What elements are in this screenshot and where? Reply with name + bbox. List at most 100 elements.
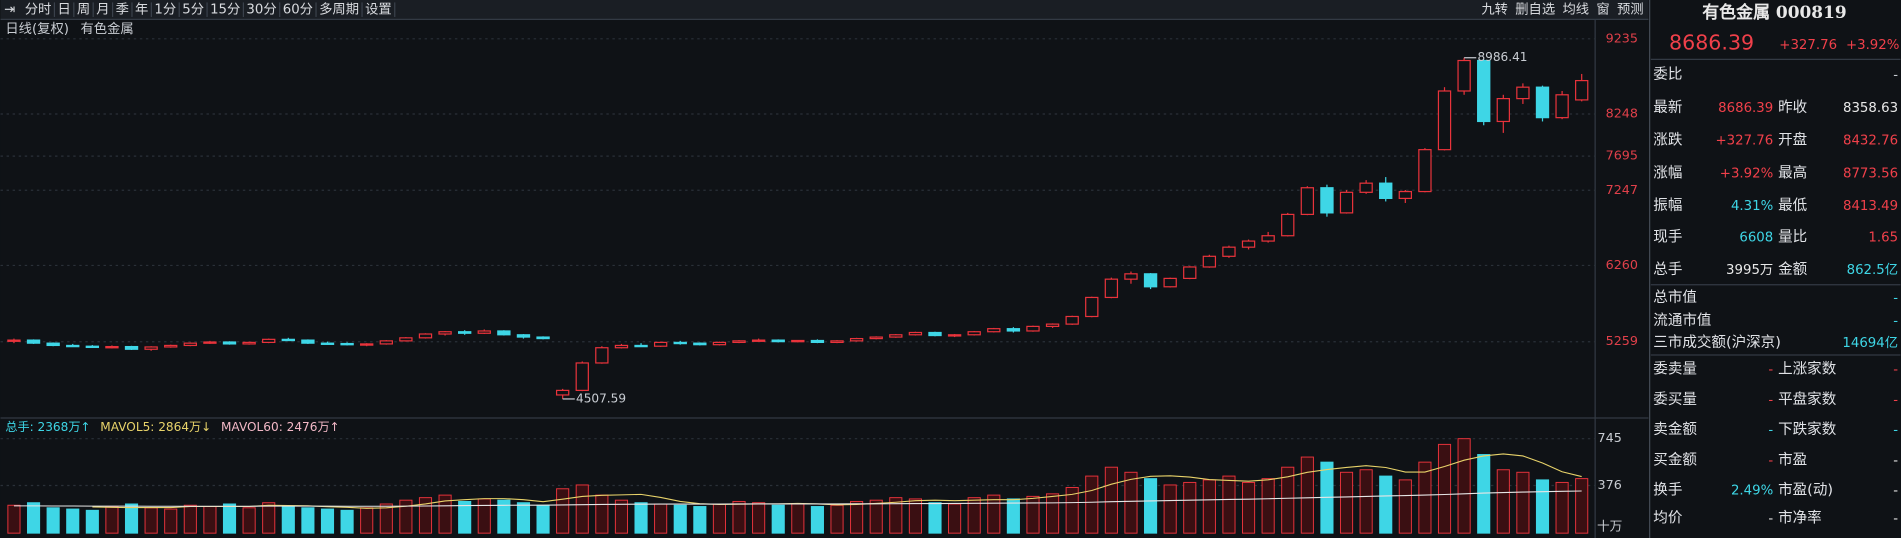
quote-value: - — [1768, 512, 1773, 527]
candle-body — [830, 340, 844, 344]
quote-label: 总手 — [1653, 261, 1682, 278]
y-tick-label: 745 — [1598, 430, 1622, 445]
volume-bar — [438, 494, 452, 534]
volume-bar — [1398, 479, 1412, 534]
quote-label: 下跌家数 — [1778, 421, 1837, 438]
volume-bar — [46, 507, 60, 534]
candle-body — [1143, 273, 1158, 288]
candle-body — [653, 341, 668, 347]
y-tick-label: 6260 — [1606, 257, 1638, 272]
candle-body — [1496, 97, 1510, 123]
candle-body — [1359, 182, 1373, 193]
volume-bar — [595, 494, 609, 534]
toolbar-button[interactable]: 60分 — [283, 2, 313, 18]
toolbar-button[interactable]: 预测 — [1617, 2, 1644, 18]
chart-name: 有色金属 — [80, 20, 133, 37]
candle-body — [477, 330, 491, 334]
quote-value: - — [1893, 68, 1898, 83]
volume-bar — [928, 502, 942, 534]
candle-body — [164, 344, 178, 348]
volume-bar — [222, 503, 237, 534]
volume-bar — [1437, 443, 1452, 534]
volume-bar — [1085, 475, 1099, 534]
toolbar-button[interactable]: 均线 — [1562, 2, 1589, 18]
candle-body — [1183, 266, 1197, 280]
quote-value: - — [1768, 423, 1773, 438]
candle-body — [1006, 328, 1021, 332]
toolbar-button[interactable]: 30分 — [246, 2, 276, 18]
candle-body — [575, 362, 589, 391]
volume-bar — [752, 502, 766, 534]
quote-value: 1.65 — [1868, 230, 1898, 245]
volume-bar — [1555, 481, 1569, 534]
toolbar-button[interactable]: 九转 — [1481, 2, 1508, 18]
y-tick-label: 8248 — [1606, 105, 1638, 120]
volume-bar — [1065, 487, 1079, 534]
candle-body — [1104, 278, 1119, 299]
quote-label: 三市成交额(沪深京) — [1653, 333, 1781, 351]
toolbar-button[interactable]: 周 — [77, 3, 90, 18]
candle-body — [516, 334, 531, 338]
toolbar-icon: ⇥ — [4, 3, 15, 18]
mavol-line — [13, 490, 1582, 507]
volume-bar — [1222, 475, 1236, 534]
quote-label: 委比 — [1653, 66, 1682, 83]
volume-bar — [575, 484, 589, 534]
quote-value: +327.76 — [1716, 134, 1774, 149]
candle-body — [183, 342, 198, 347]
volume-bar — [791, 503, 805, 534]
quote-value: - — [1768, 363, 1773, 378]
toolbar-button[interactable]: 设置 — [365, 2, 392, 18]
quote-label: 市盈(动) — [1778, 482, 1833, 499]
candle-body — [1085, 296, 1099, 318]
candle-body — [46, 342, 60, 347]
candle-body — [1241, 240, 1256, 248]
quote-value: +3.92% — [1720, 166, 1773, 181]
quote-change: +327.76 — [1779, 38, 1837, 53]
quote-value: - — [1893, 314, 1898, 329]
candle-body — [693, 342, 707, 346]
toolbar-button[interactable]: 多周期 — [319, 1, 359, 18]
quote-label: 量比 — [1778, 228, 1807, 245]
candle-body — [1535, 86, 1550, 119]
volume-bar — [771, 504, 785, 534]
toolbar-button[interactable]: 15分 — [210, 2, 240, 18]
volume-bar — [458, 500, 472, 534]
candle-body — [418, 333, 433, 339]
candle-body — [732, 340, 746, 344]
toolbar-button[interactable]: 1分 — [154, 2, 176, 18]
quote-value: - — [1893, 363, 1898, 378]
candle-body — [1261, 235, 1275, 242]
toolbar-button[interactable]: 日 — [57, 3, 70, 18]
toolbar-button[interactable]: 季 — [116, 2, 129, 18]
volume-bar — [673, 504, 687, 534]
volume-bar — [183, 504, 197, 534]
quote-value: - — [1893, 512, 1898, 527]
toolbar-button[interactable]: 分时 — [25, 2, 52, 18]
volume-bar — [1104, 466, 1118, 534]
volume-bar — [516, 502, 531, 534]
y-tick-label: 376 — [1598, 477, 1622, 492]
toolbar-button[interactable]: 年 — [135, 2, 148, 18]
volume-bar — [987, 494, 1001, 534]
candle-body — [1045, 323, 1060, 328]
quote-label: 上涨家数 — [1778, 361, 1837, 378]
toolbar-button[interactable]: 5分 — [182, 2, 204, 18]
volume-bar — [7, 504, 21, 534]
volume-bar — [1006, 498, 1020, 534]
quote-label: 最低 — [1778, 197, 1808, 214]
quote-value: 8413.49 — [1843, 199, 1898, 214]
volume-bar — [948, 503, 962, 534]
quote-value: 862.5亿 — [1847, 262, 1898, 278]
toolbar-button[interactable]: 月 — [96, 3, 109, 18]
quote-label: 卖金额 — [1653, 421, 1697, 438]
toolbar-button[interactable]: 删自选 — [1515, 2, 1555, 18]
quote-value: - — [1893, 291, 1898, 306]
volume-bar — [262, 502, 276, 534]
candle-body — [1575, 79, 1589, 101]
candle-body — [1026, 325, 1040, 332]
candle-body — [1437, 90, 1452, 151]
volume-bar — [301, 507, 315, 534]
candle-body — [1379, 182, 1393, 200]
toolbar-button[interactable]: 窗 — [1596, 1, 1609, 18]
